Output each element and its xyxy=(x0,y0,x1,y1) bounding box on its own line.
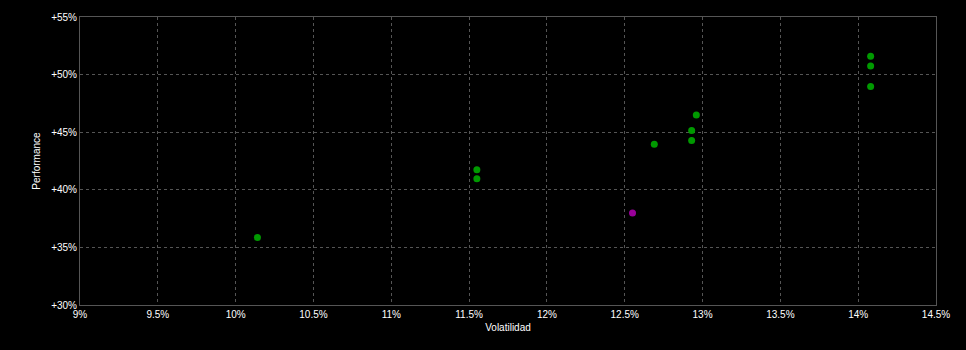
svg-text:Volatilidad: Volatilidad xyxy=(485,322,531,333)
svg-text:11.5%: 11.5% xyxy=(455,309,483,320)
svg-text:+55%: +55% xyxy=(51,12,77,23)
svg-text:+30%: +30% xyxy=(51,300,77,311)
svg-text:+45%: +45% xyxy=(51,127,77,138)
svg-text:10%: 10% xyxy=(226,309,246,320)
svg-text:12%: 12% xyxy=(537,309,557,320)
svg-text:+35%: +35% xyxy=(51,242,77,253)
svg-text:11%: 11% xyxy=(382,309,401,320)
svg-text:14%: 14% xyxy=(848,309,868,320)
svg-text:+50%: +50% xyxy=(51,69,77,80)
svg-text:12.5%: 12.5% xyxy=(611,309,639,320)
svg-text:9.5%: 9.5% xyxy=(146,309,169,320)
svg-text:13%: 13% xyxy=(693,309,713,320)
svg-text:9%: 9% xyxy=(73,309,88,320)
svg-text:14.5%: 14.5% xyxy=(922,309,950,320)
svg-text:10.5%: 10.5% xyxy=(299,309,327,320)
svg-text:13.5%: 13.5% xyxy=(766,309,794,320)
svg-text:+40%: +40% xyxy=(51,184,77,195)
svg-text:Performance: Performance xyxy=(31,132,42,190)
